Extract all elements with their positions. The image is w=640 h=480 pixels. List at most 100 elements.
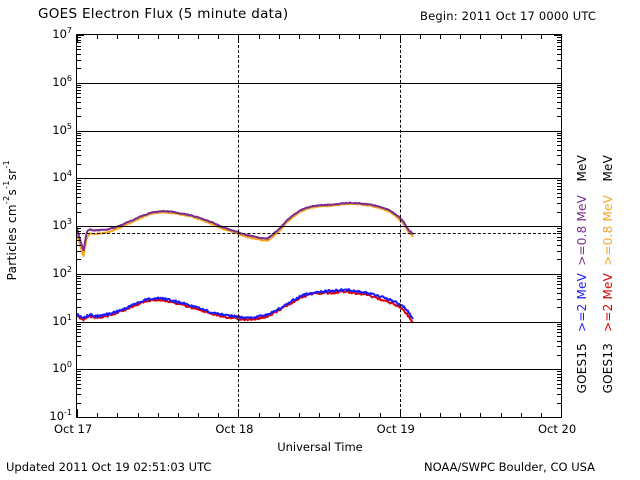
x-axis-minor-tick bbox=[501, 35, 502, 39]
day-boundary-line bbox=[238, 35, 239, 417]
data-series-goes15-0-8-mev bbox=[77, 201, 414, 252]
y-axis-minor-tick bbox=[557, 380, 561, 381]
y-axis-minor-tick bbox=[557, 237, 561, 238]
y-axis-sup-2: -1 bbox=[2, 180, 11, 189]
y-axis-minor-tick bbox=[77, 135, 81, 136]
y-axis-minor-tick bbox=[557, 336, 561, 337]
x-axis-minor-tick bbox=[460, 35, 461, 39]
y-axis-minor-tick bbox=[77, 164, 81, 165]
y-axis-tick-label: 101 bbox=[52, 312, 72, 328]
y-axis-minor-tick bbox=[77, 87, 81, 88]
y-axis-minor-tick bbox=[77, 40, 81, 41]
y-axis-sup-3: -1 bbox=[2, 160, 11, 169]
y-axis-minor-tick bbox=[77, 42, 81, 43]
y-axis-minor-tick bbox=[557, 102, 561, 103]
y-axis-minor-tick bbox=[557, 231, 561, 232]
x-axis-minor-tick bbox=[420, 35, 421, 39]
y-axis-minor-tick bbox=[77, 193, 81, 194]
y-axis-minor-tick bbox=[77, 380, 81, 381]
gridline-horizontal bbox=[77, 369, 561, 370]
x-axis-major-tick bbox=[400, 409, 401, 417]
x-axis-minor-tick bbox=[420, 413, 421, 417]
y-axis-tick-label: 102 bbox=[52, 264, 72, 280]
y-axis-minor-tick bbox=[77, 288, 81, 289]
legend-column-goes13: MeV >=0.8 MeV >=2 MeV GOES13 bbox=[601, 155, 618, 420]
y-axis-major-tick bbox=[554, 274, 561, 275]
y-axis-minor-tick bbox=[77, 46, 81, 47]
legend-goes13-2mev: >=2 MeV bbox=[601, 273, 615, 332]
x-axis-minor-tick bbox=[319, 413, 320, 417]
x-axis-minor-tick bbox=[480, 413, 481, 417]
x-axis-minor-tick bbox=[117, 413, 118, 417]
y-axis-minor-tick bbox=[77, 299, 81, 300]
x-axis-minor-tick bbox=[198, 35, 199, 39]
x-axis-major-tick bbox=[77, 35, 78, 43]
x-axis-minor-tick bbox=[380, 35, 381, 39]
x-axis-tick-label: Oct 18 bbox=[215, 422, 254, 436]
y-axis-minor-tick bbox=[77, 326, 81, 327]
y-axis-minor-tick bbox=[77, 341, 81, 342]
x-axis-tick-label: Oct 19 bbox=[376, 422, 415, 436]
y-axis-title-text: Particles cm bbox=[5, 204, 19, 281]
y-axis-minor-tick bbox=[77, 150, 81, 151]
y-axis-minor-tick bbox=[77, 332, 81, 333]
x-axis-minor-tick bbox=[359, 35, 360, 39]
x-axis-minor-tick bbox=[218, 413, 219, 417]
y-axis-title: Particles cm-2s-1sr-1 bbox=[2, 160, 20, 280]
y-axis-minor-tick bbox=[557, 388, 561, 389]
x-axis-minor-tick bbox=[440, 413, 441, 417]
x-axis-minor-tick bbox=[521, 35, 522, 39]
legend-column-goes15: MeV >=0.8 MeV >=2 MeV GOES15 bbox=[575, 155, 592, 420]
x-axis-minor-tick bbox=[359, 413, 360, 417]
y-axis-minor-tick bbox=[77, 276, 81, 277]
y-axis-minor-tick bbox=[557, 42, 561, 43]
y-axis-minor-tick bbox=[77, 197, 81, 198]
y-axis-minor-tick bbox=[557, 133, 561, 134]
y-axis-minor-tick bbox=[557, 324, 561, 325]
y-axis-minor-tick bbox=[557, 307, 561, 308]
y-axis-minor-tick bbox=[77, 97, 81, 98]
y-axis-minor-tick bbox=[77, 403, 81, 404]
y-axis-minor-tick bbox=[77, 85, 81, 86]
y-axis-minor-tick bbox=[77, 60, 81, 61]
y-axis-minor-tick bbox=[77, 329, 81, 330]
y-axis-minor-tick bbox=[77, 324, 81, 325]
y-axis-minor-tick bbox=[77, 384, 81, 385]
y-axis-minor-tick bbox=[557, 68, 561, 69]
y-axis-minor-tick bbox=[557, 288, 561, 289]
y-axis-major-tick bbox=[77, 35, 84, 36]
x-axis-minor-tick bbox=[541, 413, 542, 417]
y-axis-minor-tick bbox=[557, 193, 561, 194]
y-axis-minor-tick bbox=[557, 259, 561, 260]
y-axis-minor-tick bbox=[77, 49, 81, 50]
y-axis-minor-tick bbox=[557, 228, 561, 229]
x-axis-title: Universal Time bbox=[277, 440, 363, 454]
y-axis-minor-tick bbox=[557, 293, 561, 294]
y-axis-minor-tick bbox=[557, 284, 561, 285]
y-axis-major-tick bbox=[554, 322, 561, 323]
y-axis-minor-tick bbox=[77, 37, 81, 38]
x-axis-minor-tick bbox=[541, 35, 542, 39]
x-axis-minor-tick bbox=[117, 35, 118, 39]
y-axis-major-tick bbox=[77, 226, 84, 227]
y-axis-minor-tick bbox=[557, 46, 561, 47]
x-axis-minor-tick bbox=[299, 413, 300, 417]
data-series-goes13-0-8-mev bbox=[77, 202, 414, 258]
y-axis-minor-tick bbox=[77, 90, 81, 91]
y-axis-tick-label: 103 bbox=[52, 217, 72, 232]
y-axis-minor-tick bbox=[557, 54, 561, 55]
y-axis-minor-tick bbox=[557, 355, 561, 356]
y-axis-minor-tick bbox=[77, 336, 81, 337]
y-axis-minor-tick bbox=[77, 212, 81, 213]
y-axis-major-tick bbox=[77, 369, 84, 370]
y-axis-minor-tick bbox=[77, 388, 81, 389]
y-axis-minor-tick bbox=[557, 85, 561, 86]
y-axis-minor-tick bbox=[77, 307, 81, 308]
y-axis-tick-label: 106 bbox=[52, 73, 72, 89]
y-axis-minor-tick bbox=[77, 102, 81, 103]
y-axis-sup-1: -2 bbox=[2, 195, 11, 205]
y-axis-minor-tick bbox=[77, 374, 81, 375]
y-axis-minor-tick bbox=[77, 231, 81, 232]
x-axis-minor-tick bbox=[480, 35, 481, 39]
y-axis-minor-tick bbox=[77, 233, 81, 234]
